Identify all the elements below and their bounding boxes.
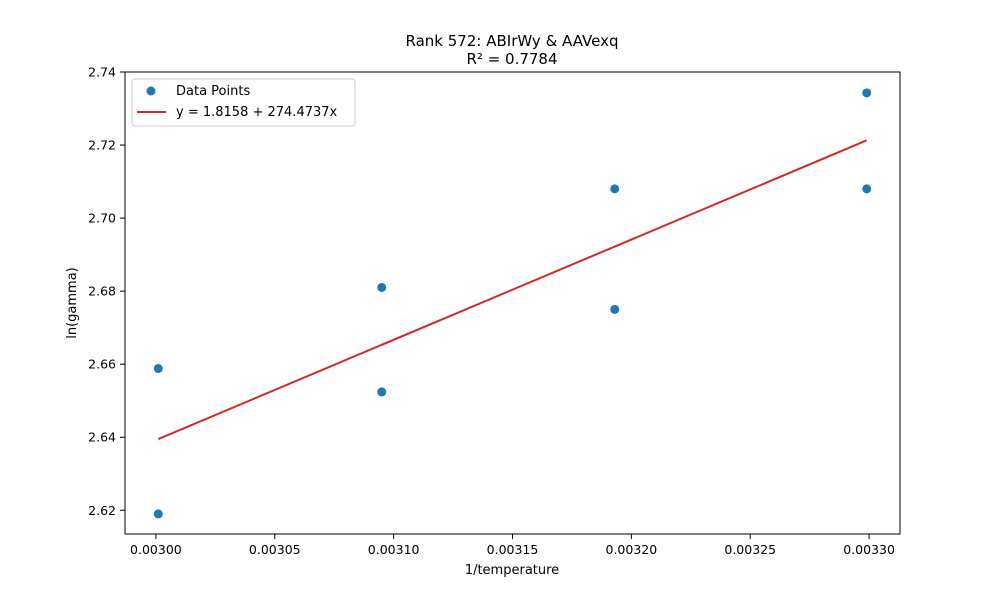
y-tick-label: 2.72 <box>88 138 116 153</box>
data-point <box>610 184 620 194</box>
legend: Data Points y = 1.8158 + 274.4737x <box>131 78 356 127</box>
y-tick-label: 2.64 <box>88 430 116 445</box>
legend-label-fit: y = 1.8158 + 274.4737x <box>176 105 338 120</box>
x-tick-label: 0.00315 <box>487 542 539 557</box>
x-tick-label: 0.00320 <box>606 542 658 557</box>
plot-frame <box>124 71 901 535</box>
data-point <box>610 304 620 314</box>
y-tick-label: 2.66 <box>88 357 116 372</box>
y-axis-label: ln(gamma) <box>65 267 80 339</box>
chart-subtitle: R² = 0.7784 <box>466 50 557 68</box>
plot-area <box>153 88 872 519</box>
y-tick-label: 2.68 <box>88 284 116 299</box>
chart-title: Rank 572: ABIrWy & AAVexq <box>406 32 619 50</box>
x-tick-label: 0.00305 <box>249 542 301 557</box>
y-tick-label: 2.62 <box>88 503 116 518</box>
x-axis: 0.00300 0.00305 0.00310 0.00315 0.00320 0.003… <box>130 534 895 557</box>
data-point <box>377 282 387 292</box>
data-point <box>862 88 872 98</box>
data-point <box>153 364 163 374</box>
y-tick-label: 2.74 <box>88 65 116 80</box>
y-axis: 2.62 2.64 2.66 2.68 2.70 2.72 2.74 <box>88 65 125 518</box>
x-tick-label: 0.00330 <box>843 542 895 557</box>
legend-label-data-points: Data Points <box>176 84 250 99</box>
x-tick-label: 0.00325 <box>724 542 776 557</box>
y-tick-label: 2.70 <box>88 211 116 226</box>
data-point <box>153 509 163 519</box>
data-point <box>377 387 387 397</box>
x-tick-label: 0.00300 <box>130 542 182 557</box>
x-axis-label: 1/temperature <box>465 563 559 578</box>
legend-box <box>131 78 356 127</box>
x-tick-label: 0.00310 <box>368 542 420 557</box>
data-point <box>862 184 872 194</box>
legend-marker-data-points <box>146 86 156 96</box>
fit-line <box>157 139 868 440</box>
